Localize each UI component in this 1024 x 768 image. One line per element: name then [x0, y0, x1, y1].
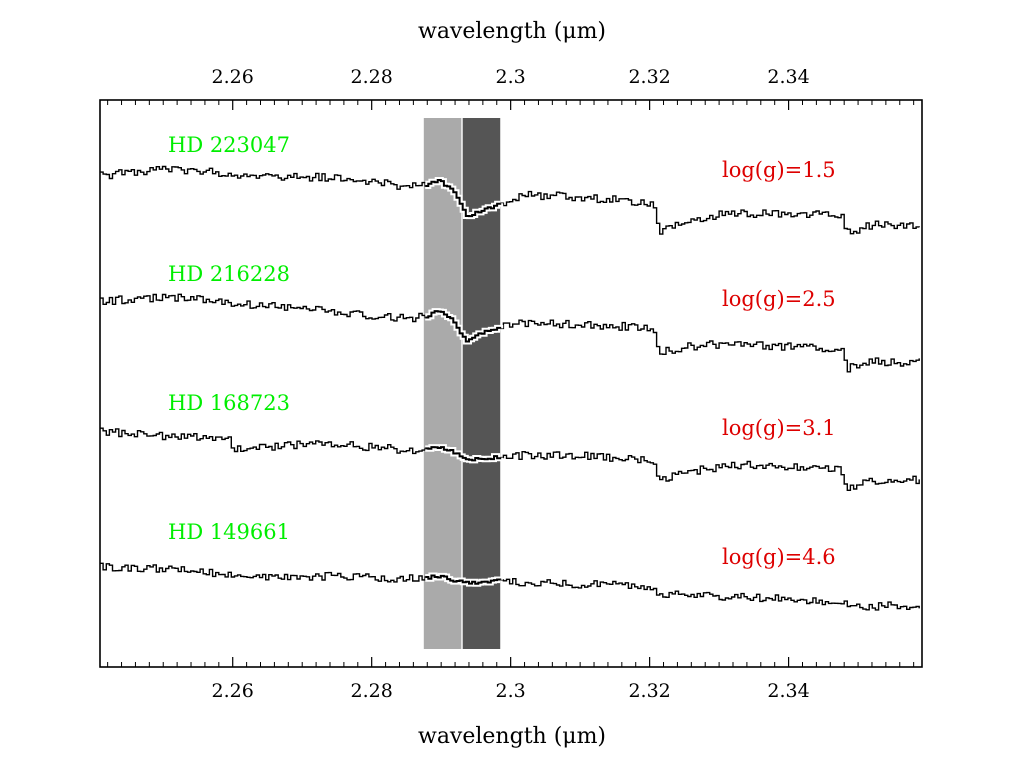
logg-label: log(g)=3.1: [722, 416, 836, 440]
band-highlight-line: [425, 179, 502, 218]
spectrum-line: [100, 293, 920, 373]
wavelength-band: [462, 118, 501, 649]
x-tick-label-top: 2.26: [212, 66, 254, 88]
spectra-series: [100, 165, 920, 611]
spectrum-series: [100, 165, 920, 235]
spectrum-line: [100, 427, 920, 491]
logg-label: log(g)=4.6: [722, 545, 836, 569]
band-highlight-line: [425, 310, 502, 343]
x-tick-label-bottom: 2.34: [767, 680, 809, 702]
logg-label: log(g)=2.5: [722, 287, 836, 311]
x-tick-label-top: 2.28: [351, 66, 393, 88]
x-axis-title-top: wavelength (μm): [418, 19, 606, 44]
star-name-label: HD 149661: [168, 520, 290, 544]
plot-frame: [99, 99, 923, 668]
x-tick-label-bottom: 2.28: [351, 680, 393, 702]
series-labels: HD 223047 log(g)=1.5 HD 216228 log(g)=2.5 HD…: [168, 133, 836, 569]
x-tick-label-top: 2.34: [767, 66, 809, 88]
spectrum-series: [100, 293, 920, 373]
star-name-label: HD 168723: [168, 391, 290, 415]
spectrum-line: [100, 165, 920, 235]
x-tick-label-top: 2.32: [628, 66, 670, 88]
spectrum-series: [100, 427, 920, 491]
spectrum-line: [100, 562, 920, 611]
spectrum-series: [100, 562, 920, 611]
star-name-label: HD 223047: [168, 133, 290, 157]
x-tick-label-top: 2.3: [496, 66, 526, 88]
x-tick-label-bottom: 2.3: [496, 680, 526, 702]
logg-label: log(g)=1.5: [722, 158, 836, 182]
star-name-label: HD 216228: [168, 262, 290, 286]
wavelength-band: [423, 118, 462, 649]
band-highlight-line: [425, 574, 502, 585]
x-tick-label-bottom: 2.26: [212, 680, 254, 702]
axis-ticks: 2.26 2.26 2.28 2.28 2.3 2.3 2.32 2.32 2.34 2.34: [107, 66, 915, 702]
x-tick-label-bottom: 2.32: [628, 680, 670, 702]
band-highlight-line: [425, 446, 502, 462]
x-axis-title: wavelength (μm): [418, 724, 606, 749]
